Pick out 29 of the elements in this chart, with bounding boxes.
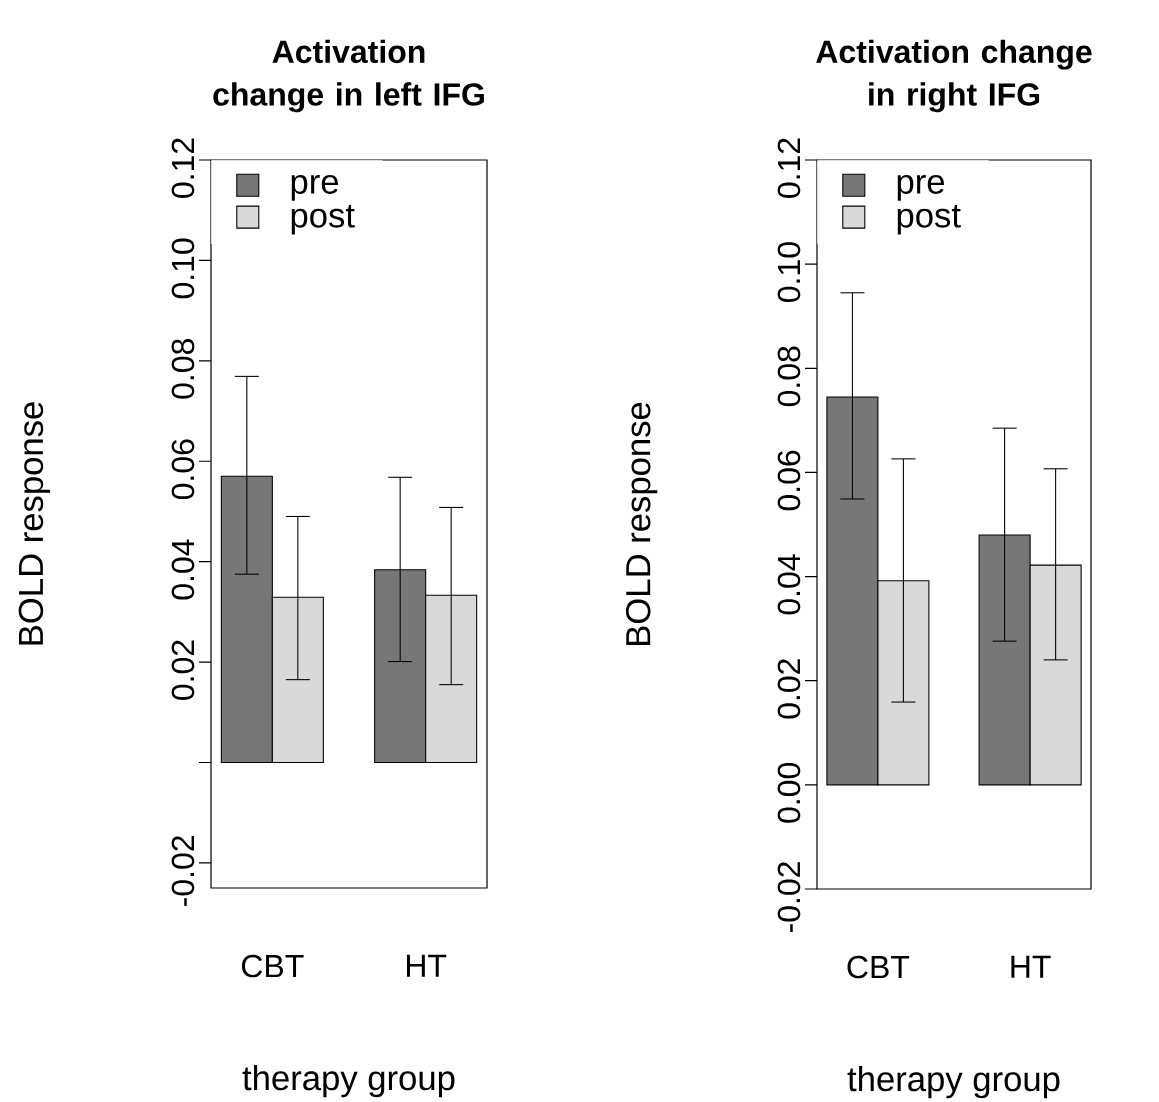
x-axis-title: therapy group <box>242 1064 455 1098</box>
x-tick-label: CBT <box>847 955 910 979</box>
chart-title: Activation change in left IFG <box>213 39 484 113</box>
y-tick-label: 0.02 <box>777 659 801 719</box>
legend-label: pre <box>897 174 945 201</box>
legend-label: post <box>291 204 355 235</box>
y-tick-label: 0.10 <box>171 238 195 299</box>
y-axis-title: BOLD response <box>18 402 51 645</box>
x-axis-title: therapy group <box>847 1065 1060 1099</box>
y-tick-label: 0.06 <box>171 439 195 500</box>
y-tick-label: -0.02 <box>777 862 801 933</box>
y-axis-title: BOLD response <box>625 402 658 645</box>
x-tick-label: CBT <box>241 954 304 978</box>
y-tick-label: 0.00 <box>777 762 801 823</box>
chart-title: Activation change in right IFG <box>816 39 1092 113</box>
y-tick-label: 0.04 <box>777 554 801 615</box>
y-tick-label: 0.12 <box>777 138 801 198</box>
x-tick-label: HT <box>1011 955 1051 978</box>
y-tick-label: 0.10 <box>777 242 801 303</box>
y-tick-label: 0.08 <box>777 346 801 407</box>
y-tick-label: 0.06 <box>777 450 801 511</box>
y-tick-label: 0.02 <box>171 640 195 700</box>
y-tick-label: 0.08 <box>171 339 195 399</box>
y-tick-label: 0.04 <box>171 539 195 600</box>
y-tick-label: 0.12 <box>171 138 195 198</box>
legend-label: pre <box>291 174 339 201</box>
x-tick-label: HT <box>406 954 447 977</box>
y-tick-label: -0.02 <box>171 836 195 906</box>
legend-label: post <box>897 204 961 235</box>
